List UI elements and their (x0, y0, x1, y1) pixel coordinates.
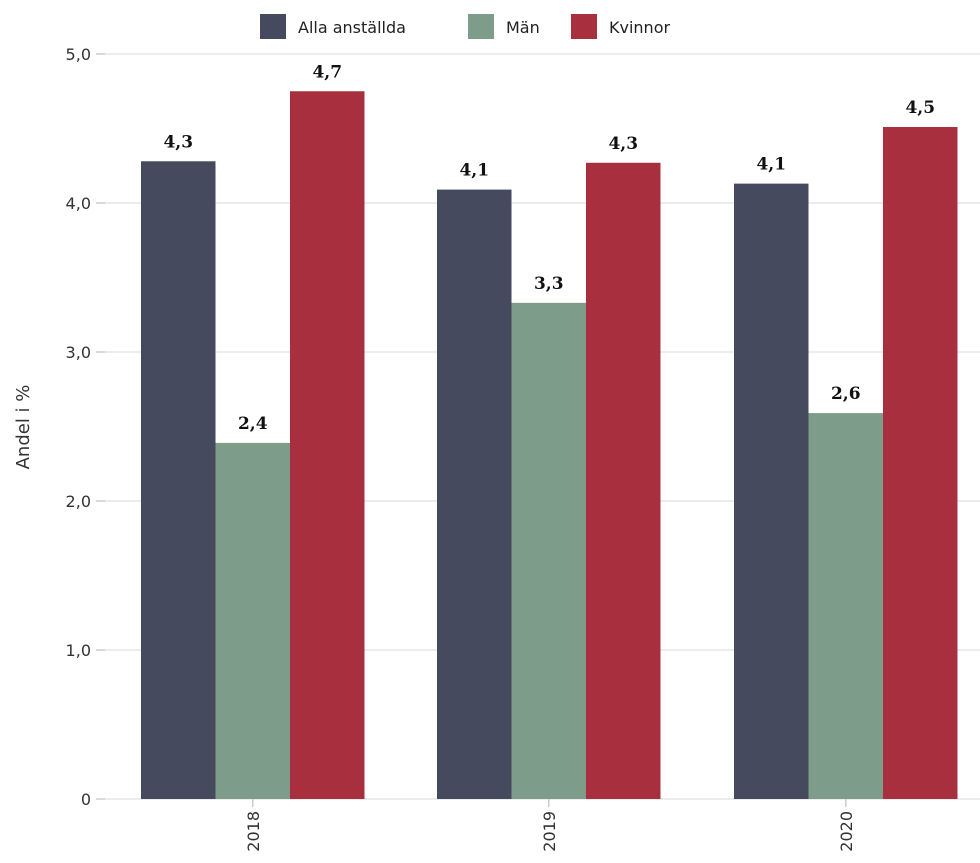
y-tick-label: 5,0 (66, 45, 91, 64)
legend-item[interactable]: Kvinnor (571, 14, 670, 39)
x-tick-label: 2018 (244, 811, 263, 852)
y-tick-label: 2,0 (66, 492, 91, 511)
legend-swatch (260, 14, 286, 39)
x-tick-label: 2020 (837, 811, 856, 852)
bar (511, 302, 586, 799)
legend-swatch (571, 14, 597, 39)
data-label: 4,3 (608, 134, 638, 154)
data-label: 4,1 (756, 155, 786, 175)
bars (141, 91, 958, 800)
y-axis-ticks: 0 1,0 2,0 3,0 4,0 5,0 (66, 45, 105, 809)
bar (586, 162, 661, 799)
legend-item[interactable]: Alla anställda (260, 14, 406, 39)
x-tick-label: 2019 (540, 811, 559, 852)
data-label: 2,4 (238, 414, 268, 434)
legend-swatch (468, 14, 494, 39)
bar (215, 442, 290, 799)
legend-label: Män (506, 18, 540, 37)
y-tick-label: 4,0 (66, 194, 91, 213)
legend: Alla anställda Män Kvinnor (260, 14, 670, 39)
data-label: 4,5 (905, 98, 935, 118)
y-tick-label: 3,0 (66, 343, 91, 362)
legend-item[interactable]: Män (468, 14, 540, 39)
data-label: 4,7 (312, 62, 342, 82)
bar (734, 183, 809, 799)
y-tick-label: 1,0 (66, 641, 91, 660)
legend-label: Alla anställda (298, 18, 406, 37)
data-label: 3,3 (534, 274, 564, 294)
bar (883, 127, 958, 799)
bar (808, 413, 883, 799)
bar (141, 161, 216, 799)
data-label: 4,3 (163, 132, 193, 152)
x-axis-ticks: 2018 2019 2020 (244, 799, 856, 852)
bar (290, 91, 365, 799)
y-axis-title: Andel i % (13, 385, 34, 470)
data-labels: 4,3 2,4 4,7 4,1 3,3 4,3 4,1 2,6 4,5 (163, 62, 935, 434)
y-tick-label: 0 (81, 790, 91, 809)
data-label: 2,6 (831, 384, 861, 404)
legend-label: Kvinnor (609, 18, 670, 37)
bar (437, 189, 512, 800)
data-label: 4,1 (459, 161, 489, 181)
